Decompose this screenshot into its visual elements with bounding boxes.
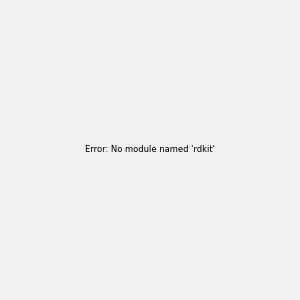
Text: Error: No module named 'rdkit': Error: No module named 'rdkit' <box>85 146 215 154</box>
